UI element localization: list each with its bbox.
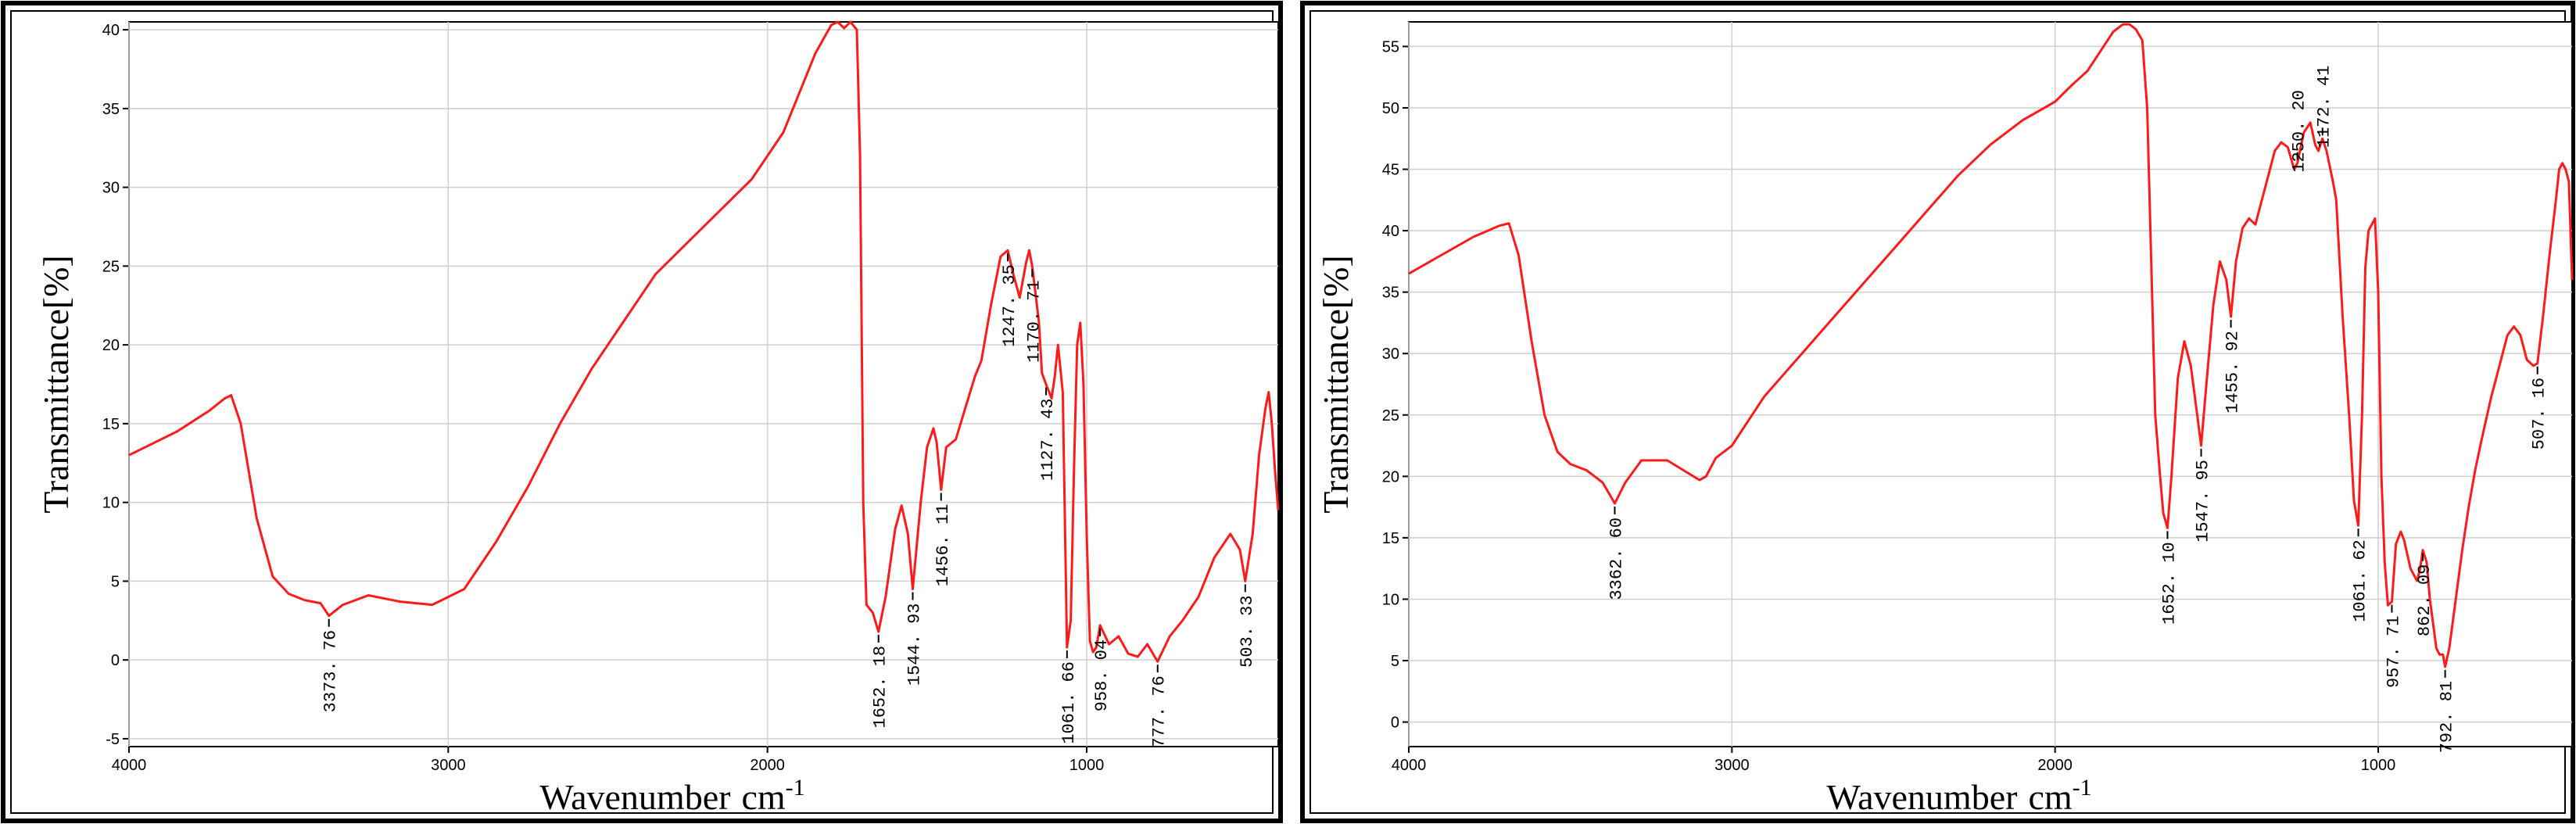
x-tick-label: 1000 [2361, 757, 2396, 774]
y-tick-label: 45 [1382, 162, 1399, 179]
x-tick-label: 4000 [112, 757, 147, 774]
x-tick-label: 3000 [1714, 757, 1750, 774]
peak-label: 3373. 76 [321, 630, 341, 713]
y-tick-label: 55 [1382, 38, 1399, 56]
x-tick-label: 4000 [1392, 757, 1427, 774]
peak-label: 1455. 92 [2223, 331, 2243, 414]
y-tick-label: 15 [102, 416, 120, 433]
y-tick-label: 25 [1382, 407, 1399, 425]
y-tick-label: 35 [1382, 285, 1399, 302]
peak-label: 1456. 11 [933, 504, 953, 587]
y-axis-label: Transmittance[%] [36, 255, 76, 513]
ftir-chart-right-svg: 0 5 10 15 20 25 30 35 40 45 50 55 4000 3000 2000 1000 Tr… [1300, 1, 2575, 823]
ftir-chart-left-svg: -5 0 5 10 15 20 25 30 35 40 4000 3000 2000 1000 Transm… [1, 1, 1283, 823]
y-tick-label: 40 [1382, 223, 1399, 240]
peak-label: 1652. 10 [2159, 542, 2179, 625]
peak-label: 1547. 95 [2194, 460, 2213, 543]
peak-label: 507. 16 [2530, 378, 2549, 450]
spectrum-line [1408, 23, 2574, 668]
peak-label: 1127. 43 [1038, 399, 1058, 482]
y-axis-label: Transmittance[%] [1316, 255, 1356, 513]
x-tick-label: 2000 [750, 757, 785, 774]
peak-label: 1061. 62 [2351, 539, 2370, 622]
peak-label: 792. 81 [2438, 681, 2457, 753]
y-tick-label: 0 [1391, 715, 1399, 732]
ftir-chart-left: -5 0 5 10 15 20 25 30 35 40 4000 3000 2000 1000 Transm… [0, 0, 1284, 824]
peak-label: 3362. 60 [1607, 518, 1626, 600]
ftir-chart-right: 0 5 10 15 20 25 30 35 40 45 50 55 4000 3000 2000 1000 Tr… [1299, 0, 2576, 824]
peak-label: 957. 71 [2384, 616, 2403, 688]
y-tick-label: -5 [106, 731, 120, 748]
x-axis-unit: cm [741, 777, 785, 817]
y-tick-label: 5 [111, 573, 120, 590]
peak-label: 1172. 41 [2315, 66, 2334, 149]
x-axis-unit-superscript: -1 [786, 775, 805, 801]
y-tick-label: 20 [1382, 468, 1399, 485]
peak-label: 1170. 71 [1024, 280, 1044, 363]
peak-label: 1247. 35 [1000, 264, 1019, 347]
y-tick-label: 0 [111, 652, 120, 669]
x-tick-label: 3000 [431, 757, 466, 774]
spectrum-line [128, 20, 1280, 663]
y-tick-label: 30 [1382, 346, 1399, 363]
y-tick-label: 30 [102, 180, 120, 197]
x-tick-label: 1000 [1069, 757, 1105, 774]
peak-label: 1544. 93 [905, 603, 924, 686]
x-axis-unit-superscript: -1 [2073, 775, 2092, 801]
y-tick-label: 15 [1382, 530, 1399, 547]
peak-label: 1250. 20 [2290, 90, 2309, 173]
peak-label: 1061. 66 [1059, 661, 1079, 744]
peak-label: 777. 76 [1150, 675, 1170, 747]
y-tick-label: 25 [102, 258, 120, 275]
y-tick-label: 20 [102, 337, 120, 354]
y-tick-label: 40 [102, 22, 120, 39]
x-axis-label: Wavenumber cm-1 [1826, 775, 2091, 817]
y-tick-label: 35 [102, 101, 120, 118]
y-tick-label: 10 [102, 495, 120, 512]
peak-label: 1652. 18 [871, 646, 890, 729]
x-axis-label-text: Wavenumber [539, 777, 730, 817]
y-tick-label: 50 [1382, 100, 1399, 117]
x-axis-unit: cm [2028, 777, 2072, 817]
peak-label: 862. 09 [2415, 564, 2434, 636]
outer-frame [1, 1, 1283, 823]
peak-label: 958. 04 [1092, 639, 1112, 711]
peak-label: 503. 33 [1238, 595, 1257, 667]
y-tick-label: 5 [1391, 653, 1399, 670]
x-axis-label: Wavenumber cm-1 [539, 775, 804, 817]
x-tick-label: 2000 [2037, 757, 2073, 774]
x-axis-label-text: Wavenumber [1826, 777, 2017, 817]
y-tick-label: 10 [1382, 591, 1399, 608]
